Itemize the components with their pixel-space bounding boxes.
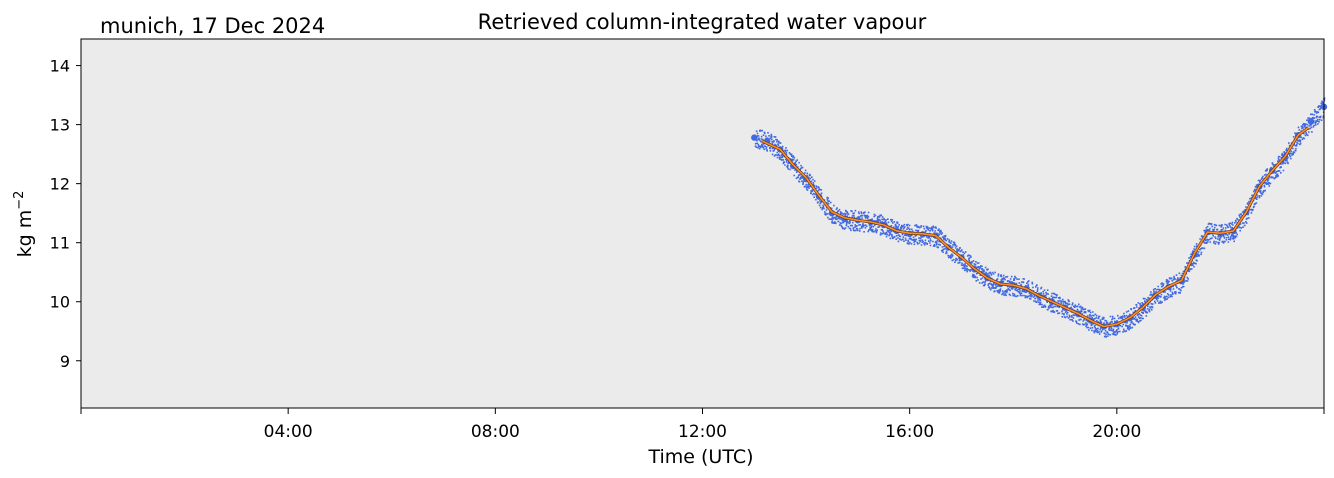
y-tick-label: 12 <box>50 175 70 194</box>
chart-title: Retrieved column-integrated water vapour <box>478 10 927 34</box>
x-tick-label: 12:00 <box>678 422 727 442</box>
plot-area <box>81 39 1324 408</box>
x-axis-label: Time (UTC) <box>647 446 753 468</box>
y-axis: 9 10 11 12 13 14 <box>50 57 81 371</box>
y-tick-label: 13 <box>50 116 70 135</box>
y-tick-label: 9 <box>60 352 70 371</box>
x-tick-label: 16:00 <box>885 422 934 442</box>
y-tick-label: 11 <box>50 234 70 253</box>
smoothed-line <box>761 126 1309 328</box>
location-label: munich, 17 Dec 2024 <box>100 14 325 38</box>
y-axis-label-exponent: −2 <box>12 191 27 210</box>
x-tick-label: 20:00 <box>1092 422 1141 442</box>
y-axis-label: kg m−2 <box>12 191 36 258</box>
y-tick-label: 14 <box>50 57 70 76</box>
x-tick-label: 08:00 <box>471 422 520 442</box>
y-axis-label-base: kg m <box>14 210 36 258</box>
y-tick-label: 10 <box>50 293 70 312</box>
smoothed-series <box>761 126 1310 328</box>
x-axis: 04:00 08:00 12:00 16:00 20:00 <box>80 408 1325 442</box>
x-tick-label: 04:00 <box>264 422 313 442</box>
